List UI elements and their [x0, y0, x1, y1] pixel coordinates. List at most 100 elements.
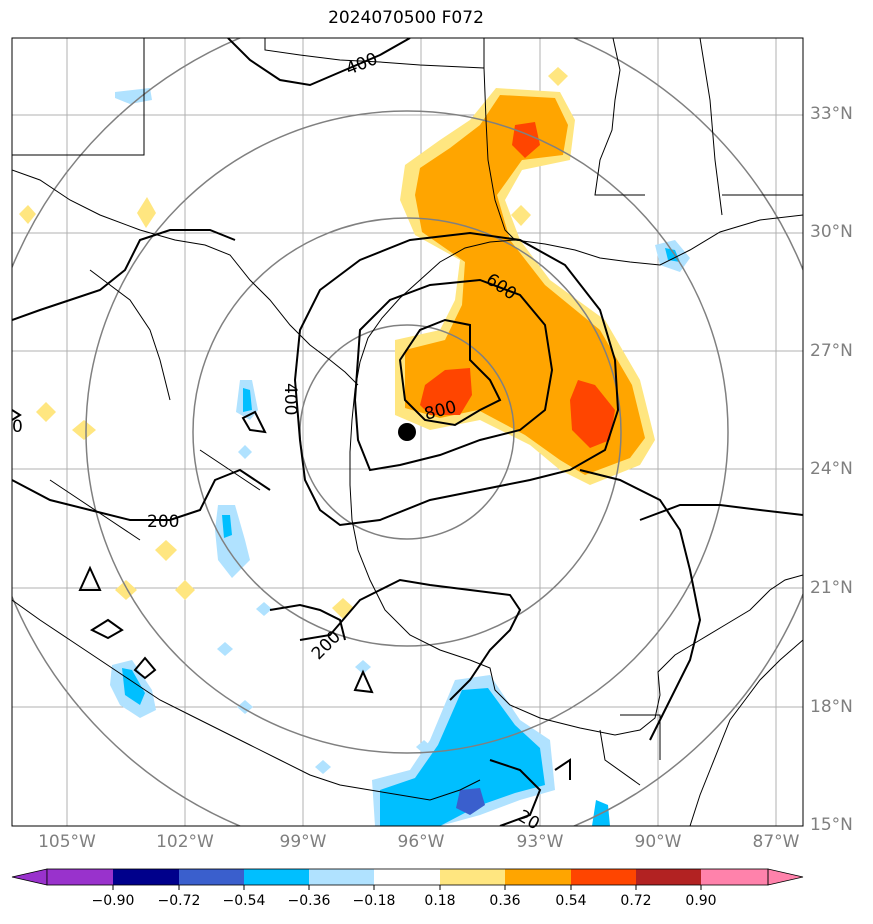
map-frame: [11, 37, 804, 827]
state-border-ms-al: [699, 38, 723, 216]
coastlines-and-borders: [12, 38, 803, 826]
colorbar-bin-4: [244, 869, 309, 885]
map-title: 2024070500 F072: [328, 8, 484, 28]
state-border-tx-ok: [264, 38, 485, 69]
contour-400-outer: [293, 231, 620, 527]
shading-yellow-spot-9: [548, 67, 568, 86]
contour-loop-west-1: [241, 410, 267, 434]
shading-yellow-spot-1: [19, 205, 36, 224]
colorbar-frame: [46, 868, 769, 886]
gulf-coastline: [349, 214, 803, 736]
colorbar-tick-label: −0.36: [287, 893, 331, 909]
shading-yellow-spot-5: [155, 540, 177, 561]
colorbar-tick-label: −0.18: [352, 893, 396, 909]
shading-lightblue-spot-2: [256, 602, 272, 616]
colorbar-tick-label: −0.90: [91, 893, 135, 909]
shading-lightblue-spot-4: [237, 700, 253, 714]
colorbar-tick-label: −0.72: [157, 893, 201, 909]
colorbar-bin-8: [505, 869, 571, 885]
negative-anomaly-shading: [110, 88, 690, 826]
shading-lightblue-spot-3: [217, 642, 233, 656]
colorbar-bin-9: [571, 869, 636, 885]
contour-label-200-west: 200: [147, 512, 179, 532]
colorbar-bin-1: [47, 869, 113, 885]
colorbar: [11, 868, 804, 890]
lon-label-102w: 102°W: [156, 832, 214, 852]
colorbar-bin-3: [179, 869, 244, 885]
shading-yellow-spot-3: [36, 402, 56, 422]
contour-label-200-south: 200: [308, 627, 345, 664]
shading-red-east: [570, 380, 615, 448]
shading-yellow-spot-10: [511, 205, 531, 226]
colorbar-bin-7: [440, 869, 505, 885]
contour-200-west: [12, 229, 271, 521]
lat-label-30n: 30°N: [810, 222, 853, 242]
contour-0-edge: [12, 409, 22, 421]
contour-label-400-west: 400: [280, 383, 300, 415]
lat-label-33n: 33°N: [810, 104, 853, 124]
colorbar-bin-2: [113, 869, 179, 885]
colorbar-bin-6: [374, 869, 440, 885]
lat-label-15n: 15°N: [810, 815, 853, 835]
contour-southeast: [579, 469, 702, 741]
us-mexico-border: [12, 169, 359, 386]
shading-lightblue-nw: [115, 88, 152, 104]
colorbar-tick-label: 0.72: [620, 893, 652, 909]
lat-label-21n: 21°N: [810, 578, 853, 598]
shading-blue-louisiana: [665, 248, 680, 262]
range-rings: [12, 38, 803, 826]
contour-label-0-edge: 0: [12, 417, 23, 437]
colorbar-tick-label: −0.54: [222, 893, 266, 909]
colorbar-tick-label: 0.18: [424, 893, 456, 909]
lat-label-18n: 18°N: [810, 697, 853, 717]
contour-loops-sw: [78, 565, 571, 826]
colorbar-extend-low: [11, 868, 48, 886]
state-border-la-ms: [594, 38, 645, 196]
shading-blue-west-1: [243, 388, 252, 412]
lon-label-90w: 90°W: [634, 832, 682, 852]
contour-label-20-bottom: 20: [514, 806, 543, 834]
shading-lightblue-spot-7: [416, 740, 432, 754]
colorbar-tick-label: 0.54: [555, 893, 587, 909]
lon-label-87w: 87°W: [752, 832, 800, 852]
contour-bottom-east: [639, 504, 803, 521]
colorbar-bin-5: [309, 869, 374, 885]
contour-600: [353, 278, 554, 472]
colorbar-extend-high: [767, 868, 804, 886]
state-border-nm-tx: [12, 38, 145, 156]
shading-blue-sw: [122, 668, 145, 705]
yucatan-east-coast: [689, 639, 803, 826]
shading-blue-south: [380, 688, 545, 826]
colorbar-bin-10: [636, 869, 701, 885]
shading-yellow-spot-7: [175, 580, 195, 600]
pacific-coastline: [12, 599, 481, 801]
colorbar-bin-11: [701, 869, 768, 885]
lat-label-24n: 24°N: [810, 459, 853, 479]
shading-lightblue-west-2: [215, 505, 250, 578]
lat-label-27n: 27°N: [810, 341, 853, 361]
colorbar-tick-label: 0.90: [685, 893, 717, 909]
contour-label-400-north: 400: [343, 49, 381, 80]
storm-center-marker: [398, 423, 416, 441]
shading-lightblue-spot-1: [238, 445, 252, 459]
lon-label-105w: 105°W: [38, 832, 96, 852]
shading-yellow-spot-8: [332, 598, 354, 619]
shading-yellow-spot-4: [72, 420, 96, 440]
shading-red-center: [420, 368, 472, 415]
state-border-tx-la: [483, 38, 516, 241]
shading-yellow-spot-2: [137, 197, 156, 228]
shading-navy-south: [456, 788, 485, 815]
contours: [12, 38, 803, 826]
graticule: [12, 38, 803, 826]
shading-lightblue-spot-6: [355, 660, 371, 674]
colorbar-tick-label: 0.36: [489, 893, 521, 909]
positive-anomaly-shading: [19, 67, 655, 619]
contour-400-north: [227, 38, 411, 87]
lon-label-96w: 96°W: [397, 832, 445, 852]
contour-200-south: [269, 578, 522, 701]
shading-blue-west-2: [222, 515, 232, 538]
mexico-state-borders: [49, 269, 661, 786]
shading-lightblue-spot-5: [315, 760, 331, 774]
lon-label-99w: 99°W: [279, 832, 327, 852]
